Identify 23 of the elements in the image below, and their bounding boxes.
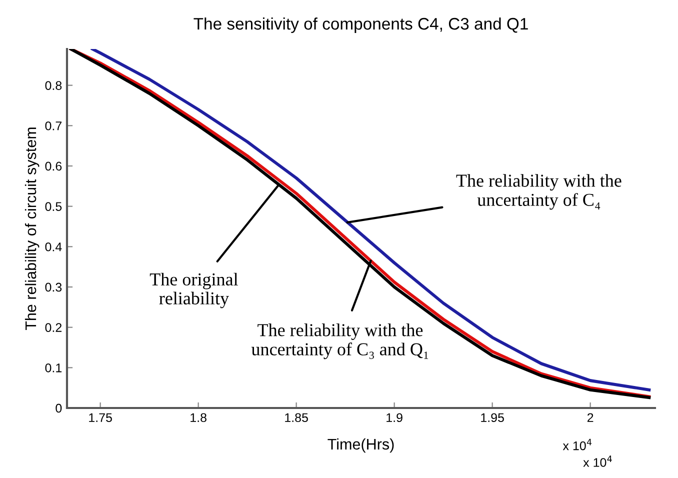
x-tick-label: 2 bbox=[587, 413, 594, 422]
annotation: The original reliability bbox=[150, 272, 238, 308]
y-tick-label: 0.6 bbox=[45, 162, 62, 171]
x-tick-label: 1.8 bbox=[190, 413, 206, 422]
x-tick-label: 1.85 bbox=[285, 413, 308, 422]
text: x 10$^{4}$ bbox=[583, 456, 612, 467]
x-tick-label: 1.95 bbox=[481, 413, 504, 422]
y-tick-label: 0.1 bbox=[45, 363, 62, 372]
x-tick-label: 1.9 bbox=[386, 413, 402, 422]
y-tick-label: 0 bbox=[56, 404, 62, 413]
y-tick-label: 0.2 bbox=[45, 323, 62, 332]
chart-title: The sensitivity of components C4, C3 and Q1 bbox=[194, 17, 528, 34]
x-axis-title: Time(Hrs) bbox=[328, 438, 394, 453]
y-tick-label: 0.3 bbox=[45, 282, 62, 292]
text: x 10$^{4}$ bbox=[562, 438, 592, 450]
annotation: The reliability with the uncertainty of C₄ bbox=[456, 174, 622, 210]
y-tick-label: 0.4 bbox=[45, 242, 62, 252]
annotation: The reliability with the uncertainty of C₃ and Q₁ bbox=[251, 324, 428, 360]
x-tick-label: 1.75 bbox=[89, 413, 112, 422]
y-axis-title: The reliability of circuit system bbox=[24, 128, 40, 330]
y-tick-label: 0.8 bbox=[45, 81, 62, 90]
y-tick-label: 0.7 bbox=[45, 121, 62, 130]
y-tick-label: 0.5 bbox=[45, 202, 62, 211]
